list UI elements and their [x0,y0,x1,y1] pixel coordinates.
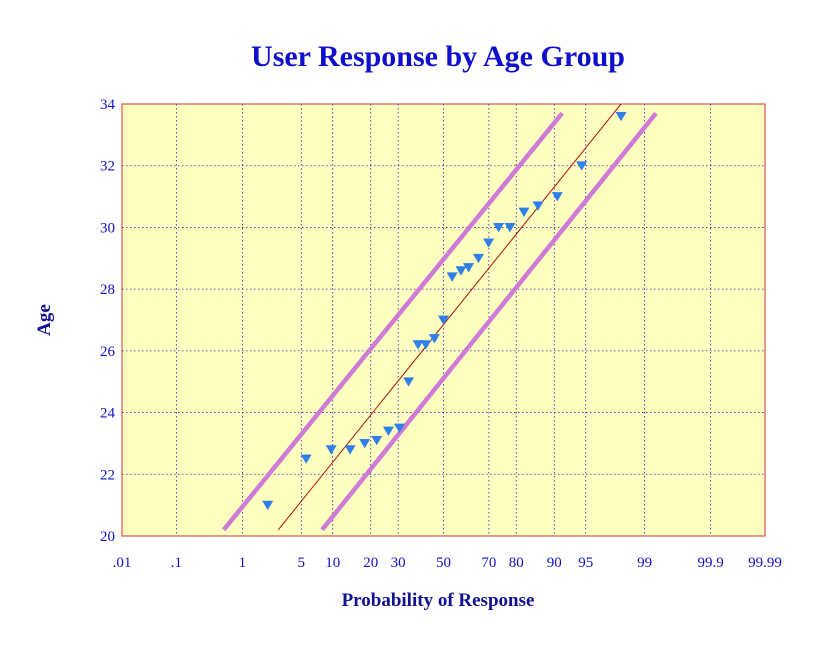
x-tick-label: 80 [509,555,524,571]
data-points [262,111,627,511]
x-tick-label: 95 [578,555,593,571]
data-point-marker [532,201,544,211]
x-tick-label: 30 [391,555,406,571]
grid-layer [122,104,765,536]
y-tick-label: 32 [100,159,115,175]
data-point-marker [551,192,563,202]
data-point-marker [504,223,516,233]
x-tick-label: 20 [363,555,378,571]
data-point-marker [420,340,432,350]
y-tick-label: 28 [100,282,115,298]
data-point-marker [300,454,312,464]
x-tick-label: 5 [298,555,306,571]
y-tick-label: 20 [100,529,115,545]
data-point-marker [576,161,588,171]
x-tick-label: 99.99 [748,555,782,571]
y-tick-label: 30 [100,220,115,236]
x-tick-label: 10 [325,555,340,571]
fit-line [277,103,622,531]
x-tick-label: .01 [113,555,132,571]
data-point-marker [262,500,274,511]
data-point-marker [493,223,505,233]
data-point-marker [518,207,530,217]
data-point-marker [438,315,449,325]
data-point-marker [615,111,627,122]
data-point-marker [382,426,394,437]
y-tick-label: 26 [100,344,116,360]
data-point-marker [359,439,371,449]
x-tick-label: .1 [171,555,182,571]
lower-band-line [320,111,658,532]
data-point-marker [455,266,467,276]
x-tick-label: 99 [637,555,652,571]
data-point-marker [325,445,337,455]
x-axis-label: Probability of Response [342,590,535,611]
data-point-marker [371,435,383,446]
x-tick-label: 70 [481,555,496,571]
chart-title: User Response by Age Group [251,40,625,73]
tick-labels: .01 .1 1 5 10 20 30 50 70 80 90 95 99 99.9 99.99 20 22 24… [100,97,782,571]
data-point-marker [428,334,440,344]
data-point-marker [483,238,495,248]
x-tick-label: 1 [239,555,247,571]
data-point-marker [412,340,424,350]
x-tick-label: 90 [547,555,562,571]
data-point-marker [344,445,356,455]
data-point-marker [393,423,405,433]
data-point-marker [446,272,458,282]
y-tick-label: 22 [100,467,115,483]
y-tick-label: 24 [100,406,116,422]
data-point-marker [463,263,475,273]
fit-line-layer [277,103,622,531]
data-point-marker [472,253,484,264]
data-point-marker [403,377,415,387]
confidence-bands [221,111,658,532]
x-tick-label: 99.9 [698,555,724,571]
y-tick-label: 34 [100,97,116,113]
x-tick-label: 50 [436,555,451,571]
upper-band-line [221,111,564,532]
y-axis-label: Age [34,304,55,336]
